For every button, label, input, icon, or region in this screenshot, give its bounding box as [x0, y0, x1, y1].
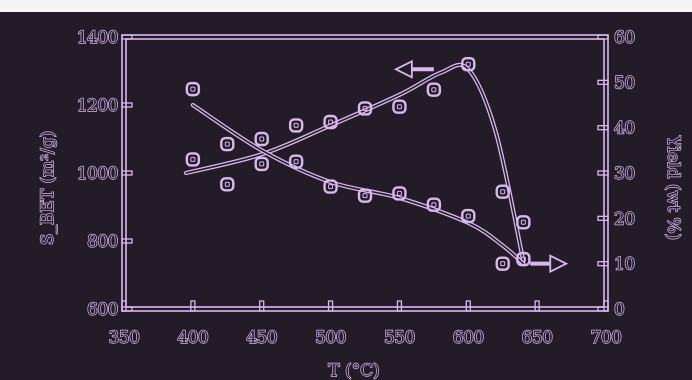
data-point-core — [500, 189, 506, 195]
labels: 350 400 450 500 550 600 650 7006008001000120014… — [76, 27, 636, 348]
data-point-core — [431, 87, 437, 93]
right-tick-label: 60 — [614, 28, 635, 48]
right-tick — [597, 34, 609, 40]
data-point — [254, 131, 269, 147]
x-tick-label: 500 — [315, 328, 346, 348]
right-tick-label: 10 — [614, 255, 635, 275]
x-tick-label: 650 — [522, 328, 553, 348]
data-point — [288, 154, 304, 169]
data-point — [185, 81, 201, 97]
left-tick-label: 800 — [87, 232, 118, 252]
data-point-core — [224, 181, 230, 187]
data-point-core — [259, 161, 265, 167]
data-point — [288, 118, 304, 133]
data-point-core — [259, 136, 265, 142]
right-axis-title: Yield (wt %) — [663, 135, 683, 240]
fit-curve-core — [185, 64, 525, 263]
data-point — [357, 101, 373, 116]
data-point-core — [190, 86, 196, 92]
data-point — [392, 186, 407, 201]
data-point — [220, 177, 235, 192]
data-point-core — [362, 193, 368, 199]
data-point — [495, 184, 510, 199]
data-point — [461, 57, 476, 72]
x-axis-title: T (°C) — [328, 361, 380, 380]
left-tick-label: 1400 — [77, 28, 118, 48]
right-tick — [597, 306, 609, 312]
data-point — [516, 251, 531, 267]
data-point-core — [431, 202, 437, 208]
left-tick — [121, 34, 133, 40]
data-point-core — [396, 104, 402, 110]
data-point — [220, 136, 235, 152]
left-tick — [121, 170, 133, 176]
data-point-core — [465, 61, 471, 67]
left-axis-title: S_BET (m²/g) — [38, 131, 58, 246]
data-point — [185, 152, 201, 167]
left-tick — [121, 238, 133, 244]
right-tick-label: 50 — [614, 73, 635, 93]
data-point-core — [465, 213, 471, 219]
data-point-core — [520, 219, 526, 225]
data-point-core — [500, 261, 506, 267]
left-tick — [121, 306, 133, 312]
data-point — [461, 208, 476, 224]
x-tick — [465, 300, 471, 312]
data-point-core — [293, 122, 299, 128]
right-tick — [597, 215, 609, 221]
fit-curve-outline — [190, 102, 526, 266]
data-point-core — [328, 184, 334, 190]
data-point-core — [190, 156, 196, 162]
x-tick — [327, 300, 334, 312]
data-point-core — [293, 159, 299, 165]
data-point — [426, 82, 442, 97]
data-point — [495, 256, 510, 271]
arrow-head-left — [393, 59, 413, 79]
left-tick-label: 1000 — [77, 164, 118, 184]
x-tick-label: 350 — [109, 328, 140, 348]
x-tick-label: 700 — [591, 328, 622, 348]
arrow-head-right — [549, 254, 569, 274]
data-point-core — [396, 190, 402, 196]
data-point — [323, 179, 338, 194]
top-strip — [0, 0, 692, 12]
plot-frame-inner — [125, 38, 605, 308]
x-tick — [190, 300, 196, 312]
right-tick — [597, 170, 609, 176]
right-tick — [597, 79, 609, 85]
data-point — [516, 215, 531, 230]
data-point-core — [328, 119, 334, 125]
right-tick-label: 0 — [614, 300, 624, 320]
x-tick-label: 600 — [453, 328, 484, 348]
data-point-core — [520, 256, 526, 262]
right-tick-label: 20 — [614, 209, 635, 229]
series-surface-area — [183, 57, 531, 264]
x-tick — [259, 300, 265, 312]
right-tick-label: 40 — [614, 119, 635, 139]
x-tick — [396, 300, 403, 312]
data-point-core — [224, 141, 230, 147]
x-tick-label: 400 — [177, 328, 208, 348]
data-point — [426, 197, 442, 212]
data-point — [323, 114, 338, 130]
data-point-core — [362, 105, 368, 111]
x-tick-label: 550 — [384, 328, 415, 348]
right-tick — [597, 125, 609, 131]
data-point — [254, 156, 269, 172]
left-tick-label: 1200 — [77, 96, 118, 116]
left-tick — [121, 102, 133, 108]
fit-curve-outline — [183, 62, 526, 264]
series-yield — [185, 81, 569, 274]
x-tick-label: 450 — [246, 328, 277, 348]
ticks — [121, 34, 609, 312]
x-tick — [534, 300, 540, 312]
data-point — [357, 188, 373, 203]
left-tick-label: 600 — [87, 300, 118, 320]
fit-curve-core — [192, 104, 525, 265]
right-tick-label: 30 — [614, 164, 635, 184]
data-point — [392, 99, 407, 114]
right-tick — [597, 261, 609, 267]
